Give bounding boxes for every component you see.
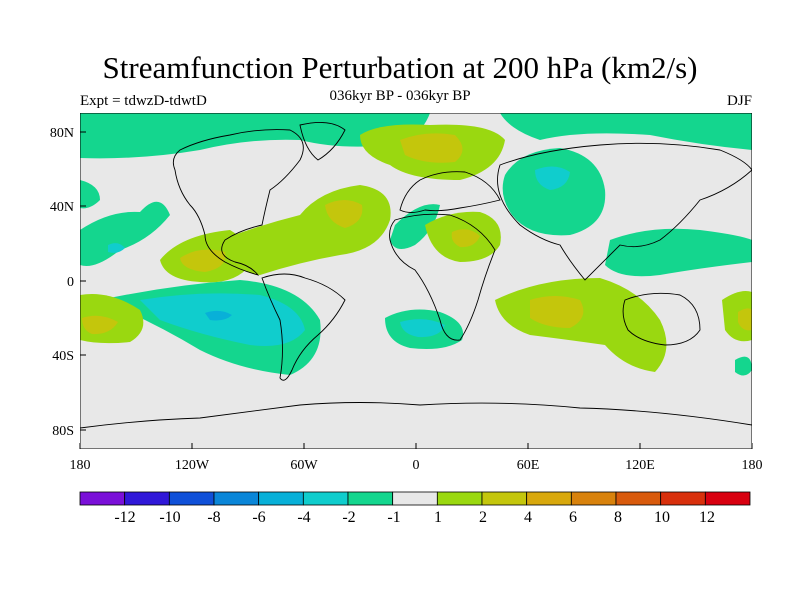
contour-pos2-north-atlantic	[325, 200, 363, 228]
lat-label: 0	[67, 275, 74, 290]
lon-label: 60W	[290, 458, 318, 473]
colorbar-box	[347, 491, 394, 506]
lon-label: 120E	[625, 458, 655, 473]
contour-pos2-central-pacific	[180, 249, 226, 272]
contour-pos2-arctic	[400, 133, 463, 163]
colorbar-box	[168, 491, 215, 506]
colorbar-label: 8	[614, 509, 622, 526]
contour-neg1-atlantic-north	[390, 204, 440, 249]
experiment-label: Expt = tdwzD-tdwtD	[80, 93, 207, 109]
colorbar-label: -6	[252, 509, 265, 526]
coastline-africa	[389, 213, 496, 341]
contour-neg2-siberia	[535, 166, 570, 190]
colorbar-box	[436, 491, 483, 506]
colorbar-box	[258, 491, 304, 506]
lat-label: 80S	[52, 424, 74, 439]
contour-neg1-left-edge	[80, 180, 100, 209]
coastlines	[80, 121, 752, 429]
contour-neg4-east-pacific	[205, 310, 232, 321]
colorbar-box	[213, 491, 260, 506]
lon-label: 120W	[175, 458, 210, 473]
contour-neg2-north-pacific	[108, 243, 125, 253]
contour-pos2-south-pacific	[82, 315, 118, 335]
colorbar-label: 2	[479, 509, 487, 526]
colorbar	[79, 491, 751, 506]
contour-neg1-arctic	[80, 113, 430, 159]
lat-label: 80N	[50, 126, 74, 141]
coastline-australia	[622, 292, 701, 346]
colorbar-label: -2	[342, 509, 355, 526]
colorbar-box	[570, 491, 617, 506]
colorbar-box	[392, 491, 438, 506]
contour-neg1-arctic-right	[500, 113, 752, 150]
contour-neg2-south-atlantic	[400, 319, 445, 338]
contour-pos2-africa	[451, 229, 480, 248]
colorbar-box	[79, 491, 126, 506]
colorbar-box	[660, 491, 706, 506]
contour-neg1-siberia	[502, 148, 606, 236]
coastline-asia	[497, 142, 752, 281]
chart-title: Streamfunction Perturbation at 200 hPa (…	[102, 50, 698, 85]
map-panel	[80, 113, 752, 449]
contour-neg1-south-right	[735, 356, 752, 376]
lon-label: 180	[70, 458, 91, 473]
coastline-greenland	[299, 121, 346, 161]
coastline-europe	[399, 171, 501, 213]
colorbar-box	[481, 491, 528, 506]
colorbar-label: 6	[569, 509, 577, 526]
colorbar-label: 12	[699, 509, 715, 526]
colorbar-label: -8	[207, 509, 220, 526]
colorbar-box	[302, 491, 349, 506]
coastline-south-america	[261, 273, 346, 381]
colorbar-label: 4	[524, 509, 532, 526]
colorbar-label: -12	[114, 509, 135, 526]
period-label: 036kyr BP - 036kyr BP	[329, 88, 471, 104]
lat-label: 40S	[52, 349, 74, 364]
coastline-north-america	[172, 129, 304, 276]
colorbar-box	[526, 491, 572, 506]
lat-label: 40N	[50, 200, 74, 215]
contour-neg1-pacific-north	[80, 201, 170, 266]
colorbar-box	[704, 491, 751, 506]
contour-pos2-right-edge	[738, 308, 752, 331]
coastline-antarctica	[80, 402, 752, 429]
lon-label: 0	[413, 458, 420, 473]
lon-labels: 180 120W 60W 0 60E 120E 180	[70, 458, 763, 473]
contour-pos2-indian-ocean	[530, 296, 584, 328]
lon-label: 60E	[517, 458, 540, 473]
colorbar-labels: -12 -10 -8 -6 -4 -2 -1 1 2 4 6 8 10 12	[114, 509, 715, 526]
colorbar-label: -4	[297, 509, 310, 526]
colorbar-box	[124, 491, 170, 506]
contour-neg1-west-pacific	[605, 228, 752, 277]
colorbar-box	[615, 491, 662, 506]
colorbar-label: -10	[159, 509, 180, 526]
season-label: DJF	[726, 93, 752, 109]
colorbar-label: 10	[654, 509, 670, 526]
lon-label: 180	[742, 458, 763, 473]
lat-labels: 80N 40N 0 40S 80S	[50, 126, 74, 439]
colorbar-label: -1	[387, 509, 400, 526]
tick-marks	[79, 131, 753, 449]
colorbar-label: 1	[434, 509, 442, 526]
